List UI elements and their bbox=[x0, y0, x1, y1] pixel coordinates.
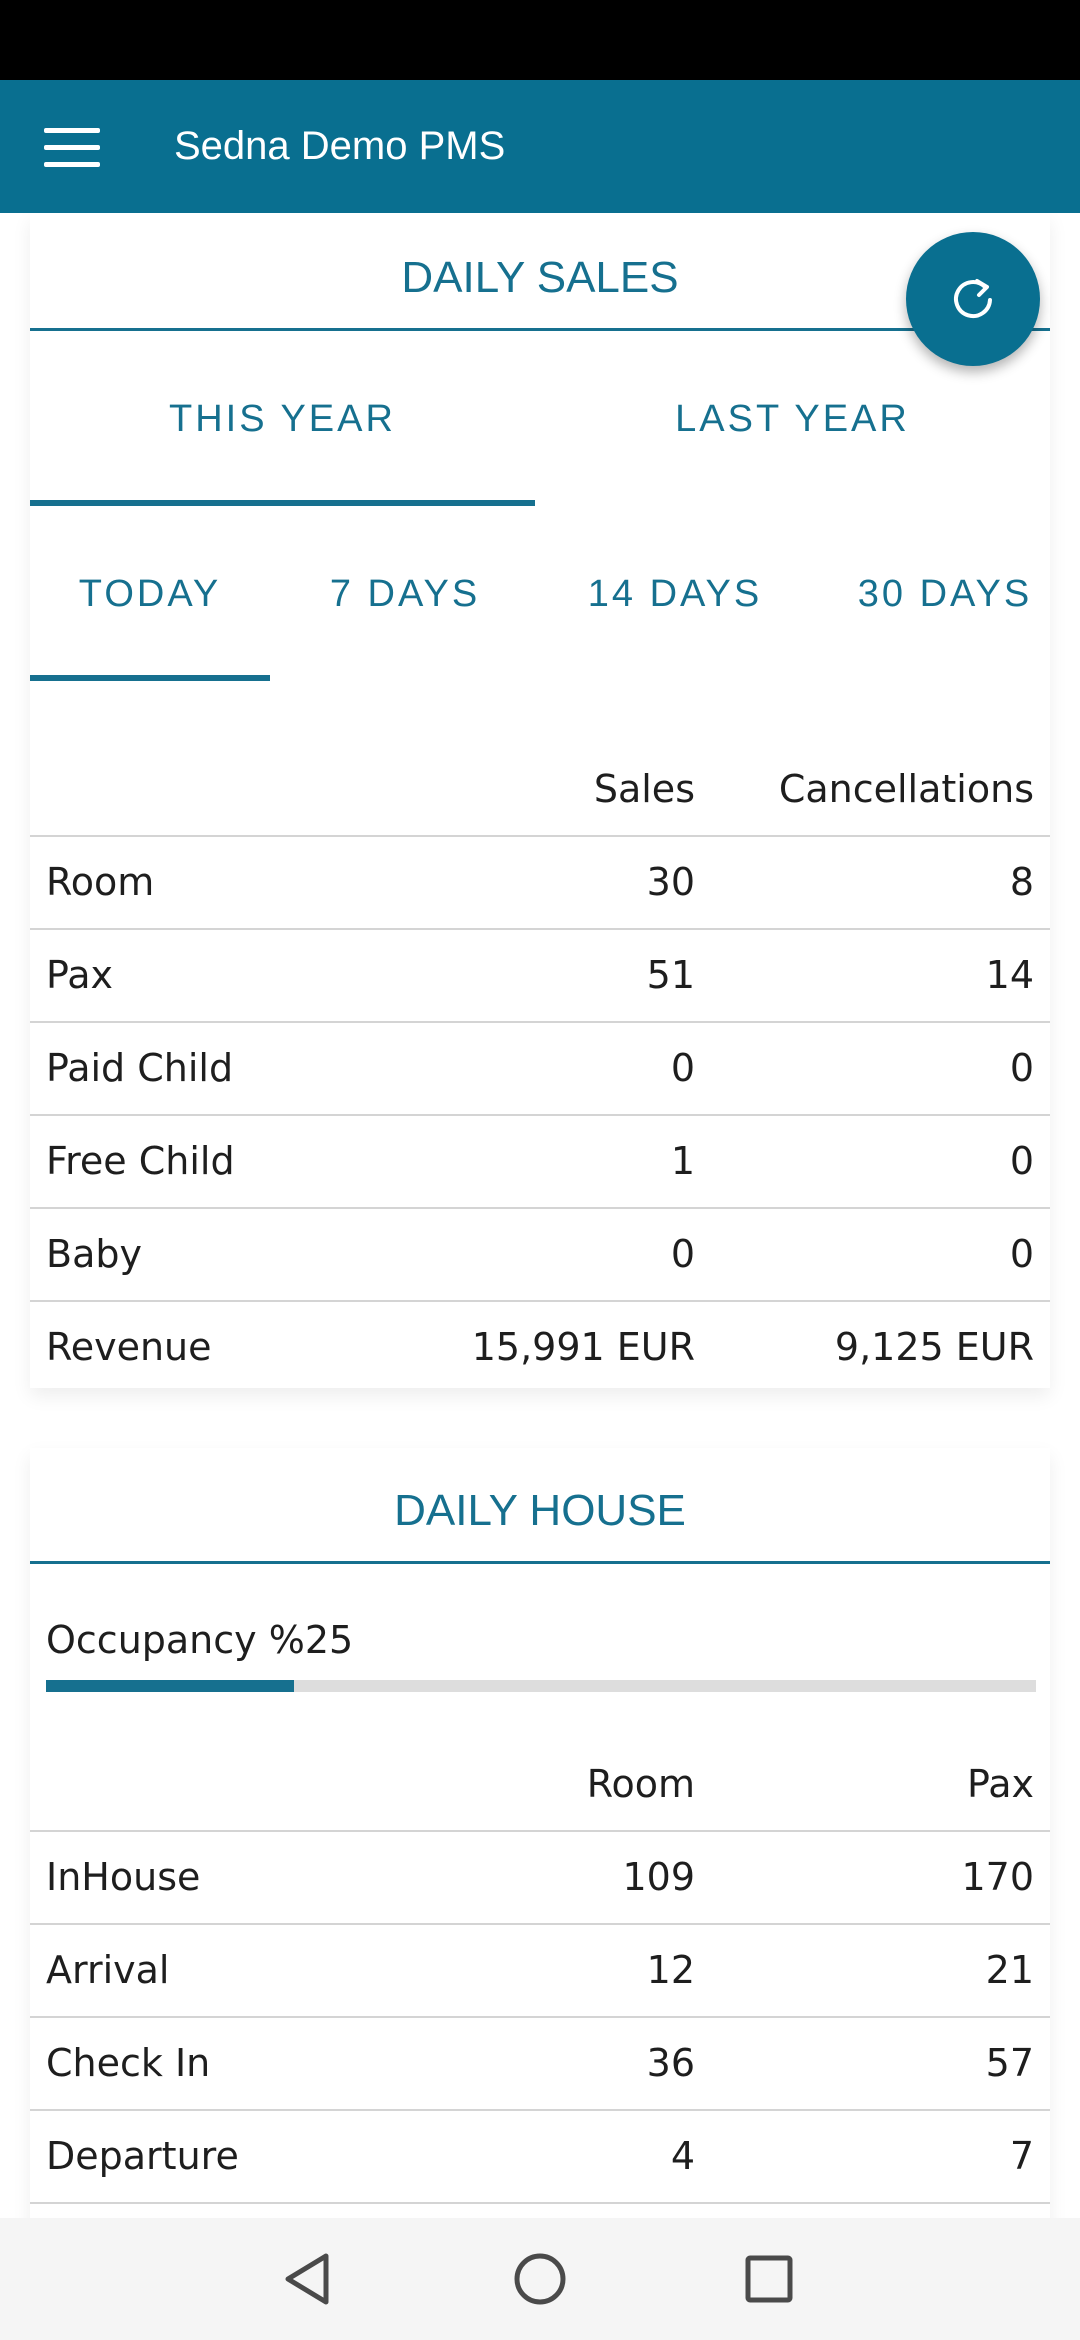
cancellations-column-header: Cancellations bbox=[778, 767, 1034, 811]
hamburger-menu-icon[interactable] bbox=[44, 128, 100, 168]
tab-last-year-label: LAST YEAR bbox=[675, 398, 910, 440]
row-label: Pax bbox=[46, 953, 113, 997]
room-value: 12 bbox=[646, 1948, 695, 1992]
pax-value: 21 bbox=[985, 1948, 1034, 1992]
tab-this-year[interactable]: THIS YEAR bbox=[30, 398, 535, 441]
sales-value: 30 bbox=[646, 860, 695, 904]
occupancy-progress-bar bbox=[46, 1680, 1036, 1692]
table-row-paid-child: Paid Child 0 0 bbox=[30, 1022, 1050, 1116]
tab-7-days[interactable]: 7 DAYS bbox=[270, 573, 540, 616]
daily-house-title: DAILY HOUSE bbox=[394, 1486, 686, 1535]
app-title: Sedna Demo PMS bbox=[174, 124, 506, 168]
room-value: 109 bbox=[622, 1855, 695, 1899]
pax-value: 170 bbox=[961, 1855, 1034, 1899]
tab-14-days-label: 14 DAYS bbox=[587, 573, 763, 615]
daily-house-title-divider bbox=[30, 1561, 1050, 1564]
row-label: Paid Child bbox=[46, 1046, 234, 1090]
sales-value: 15,991 EUR bbox=[471, 1325, 695, 1369]
year-tab-indicator bbox=[30, 500, 535, 506]
cancellations-value: 9,125 EUR bbox=[834, 1325, 1034, 1369]
tab-7-days-label: 7 DAYS bbox=[329, 573, 481, 615]
table-row-revenue: Revenue 15,991 EUR 9,125 EUR bbox=[30, 1301, 1050, 1393]
table-row-free-child: Free Child 1 0 bbox=[30, 1115, 1050, 1209]
row-label: Check In bbox=[46, 2041, 211, 2085]
tab-today[interactable]: TODAY bbox=[30, 573, 270, 616]
period-tab-indicator bbox=[30, 675, 270, 681]
cancellations-value: 0 bbox=[1009, 1046, 1034, 1090]
row-label: InHouse bbox=[46, 1855, 201, 1899]
table-row-room: Room 30 8 bbox=[30, 836, 1050, 930]
table-row-check-in: Check In 36 57 bbox=[30, 2017, 1050, 2111]
row-label: Departure bbox=[46, 2134, 239, 2178]
app-bar: Sedna Demo PMS bbox=[0, 80, 1080, 213]
daily-sales-card: DAILY SALES THIS YEAR LAST YEAR TODAY 7 … bbox=[30, 213, 1050, 1388]
cancellations-value: 0 bbox=[1009, 1232, 1034, 1276]
sales-column-header: Sales bbox=[593, 767, 695, 811]
daily-sales-title: DAILY SALES bbox=[401, 253, 679, 302]
table-row-departure: Departure 4 7 bbox=[30, 2110, 1050, 2204]
house-table-header: Room Pax bbox=[30, 1738, 1050, 1832]
tab-today-label: TODAY bbox=[78, 573, 222, 615]
table-row-inhouse: InHouse 109 170 bbox=[30, 1831, 1050, 1925]
occupancy-label: Occupancy %25 bbox=[46, 1618, 354, 1662]
back-triangle-icon[interactable] bbox=[274, 2244, 344, 2314]
occupancy-progress-fill bbox=[46, 1680, 294, 1692]
sales-value: 0 bbox=[670, 1232, 695, 1276]
pax-value: 7 bbox=[1009, 2134, 1034, 2178]
cancellations-value: 0 bbox=[1009, 1139, 1034, 1183]
cancellations-value: 14 bbox=[985, 953, 1034, 997]
room-value: 4 bbox=[670, 2134, 695, 2178]
tab-30-days[interactable]: 30 DAYS bbox=[810, 573, 1080, 616]
table-row-arrival: Arrival 12 21 bbox=[30, 1924, 1050, 2018]
row-label: Revenue bbox=[46, 1325, 212, 1369]
system-navigation-bar bbox=[0, 2218, 1080, 2340]
pax-value: 57 bbox=[985, 2041, 1034, 2085]
row-label: Arrival bbox=[46, 1948, 170, 1992]
home-circle-icon[interactable] bbox=[505, 2244, 575, 2314]
daily-house-card: DAILY HOUSE Occupancy %25 Room Pax InHou… bbox=[30, 1448, 1050, 2218]
table-row-baby: Baby 0 0 bbox=[30, 1208, 1050, 1302]
sales-value: 51 bbox=[646, 953, 695, 997]
pax-column-header: Pax bbox=[967, 1762, 1034, 1806]
sales-table-header: Sales Cancellations bbox=[30, 743, 1050, 837]
refresh-icon bbox=[954, 279, 992, 318]
tab-30-days-label: 30 DAYS bbox=[857, 573, 1033, 615]
daily-sales-title-divider bbox=[30, 328, 1050, 331]
sales-value: 0 bbox=[670, 1046, 695, 1090]
row-label: Baby bbox=[46, 1232, 142, 1276]
cancellations-value: 8 bbox=[1009, 860, 1034, 904]
tab-last-year[interactable]: LAST YEAR bbox=[535, 398, 1050, 441]
refresh-button[interactable] bbox=[906, 232, 1040, 366]
tab-14-days[interactable]: 14 DAYS bbox=[540, 573, 810, 616]
row-label: Room bbox=[46, 860, 155, 904]
table-row-pax: Pax 51 14 bbox=[30, 929, 1050, 1023]
room-value: 36 bbox=[646, 2041, 695, 2085]
sales-value: 1 bbox=[670, 1139, 695, 1183]
recents-square-icon[interactable] bbox=[734, 2244, 804, 2314]
status-bar bbox=[0, 0, 1080, 80]
room-column-header: Room bbox=[586, 1762, 695, 1806]
row-label: Free Child bbox=[46, 1139, 235, 1183]
tab-this-year-label: THIS YEAR bbox=[169, 398, 396, 440]
main-content[interactable]: DAILY SALES THIS YEAR LAST YEAR TODAY 7 … bbox=[0, 213, 1080, 2218]
